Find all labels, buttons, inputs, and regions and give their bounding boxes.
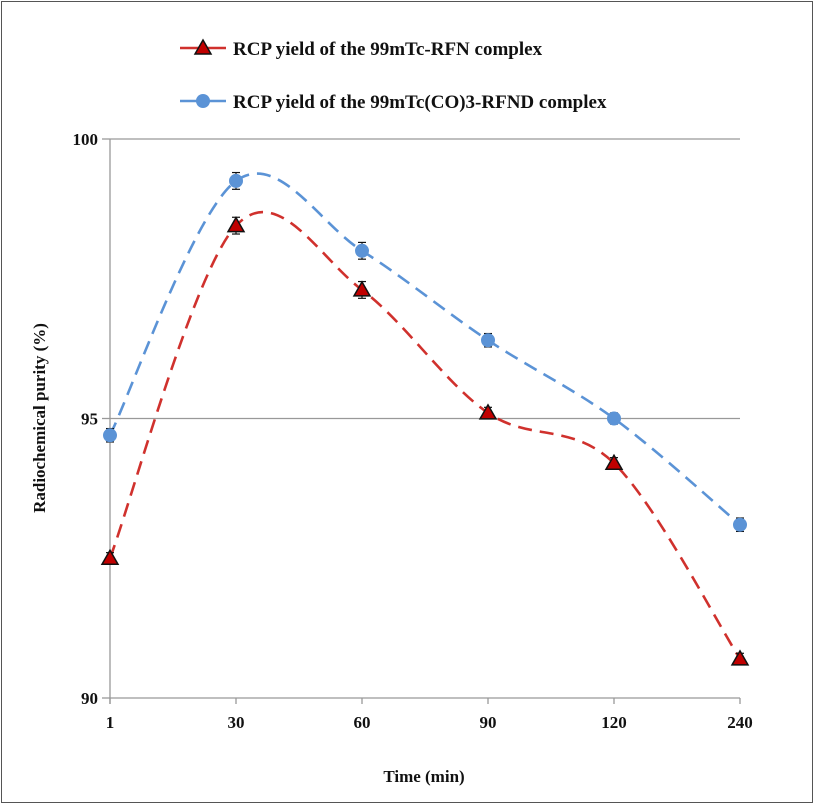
legend-marker xyxy=(196,94,210,108)
y-axis-label: Radiochemical purity (%) xyxy=(30,323,49,513)
legend-label: RCP yield of the 99mTc-RFN complex xyxy=(233,39,543,60)
legend-label: RCP yield of the 99mTc(CO)3-RFND complex xyxy=(233,92,607,113)
x-tick-label: 1 xyxy=(106,713,115,732)
data-point xyxy=(481,333,495,348)
x-tick-label: 60 xyxy=(354,713,371,732)
x-tick-label: 90 xyxy=(480,713,497,732)
series-line xyxy=(108,210,742,660)
data-point xyxy=(607,411,621,426)
series-0 xyxy=(100,210,750,666)
data-point xyxy=(229,173,243,188)
legend-entry: RCP yield of the 99mTc(CO)3-RFND complex xyxy=(180,92,607,113)
data-point xyxy=(604,453,624,470)
y-tick-label: 100 xyxy=(73,130,99,149)
data-point xyxy=(730,649,750,666)
data-point xyxy=(478,403,498,420)
series-1 xyxy=(103,171,747,533)
series-line xyxy=(108,172,741,526)
legend-entry: RCP yield of the 99mTc-RFN complex xyxy=(180,38,543,60)
data-point xyxy=(100,548,120,565)
x-tick-label: 30 xyxy=(228,713,245,732)
data-point xyxy=(733,517,747,532)
data-point xyxy=(355,243,369,258)
y-tick-label: 95 xyxy=(81,410,98,429)
y-tick-label: 90 xyxy=(81,689,98,708)
x-axis-label: Time (min) xyxy=(383,767,464,786)
data-point xyxy=(226,216,246,233)
data-point xyxy=(352,280,372,297)
x-tick-label: 120 xyxy=(601,713,627,732)
data-point xyxy=(103,428,117,443)
legend-marker xyxy=(193,38,213,55)
x-tick-label: 240 xyxy=(727,713,753,732)
